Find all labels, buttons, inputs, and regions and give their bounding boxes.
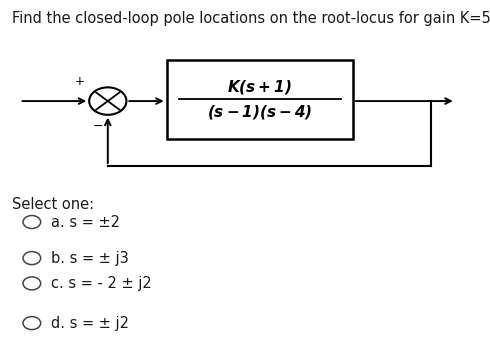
FancyBboxPatch shape xyxy=(167,60,353,139)
Text: +: + xyxy=(74,75,84,88)
Text: a. s = ±2: a. s = ±2 xyxy=(51,214,121,230)
Text: −: − xyxy=(93,120,103,133)
Text: c. s = - 2 ± j2: c. s = - 2 ± j2 xyxy=(51,276,152,291)
Text: b. s = ± j3: b. s = ± j3 xyxy=(51,251,129,266)
Text: d. s = ± j2: d. s = ± j2 xyxy=(51,316,129,331)
Text: Find the closed-loop pole locations on the root-locus for gain K=5.: Find the closed-loop pole locations on t… xyxy=(12,11,490,26)
Text: Select one:: Select one: xyxy=(12,197,95,212)
Text: $\bfit{(s - 1)(s - 4)}$: $\bfit{(s - 1)(s - 4)}$ xyxy=(207,103,312,121)
Text: $\bfit{K}$$\bfit{(s + 1)}$: $\bfit{K}$$\bfit{(s + 1)}$ xyxy=(227,78,292,96)
